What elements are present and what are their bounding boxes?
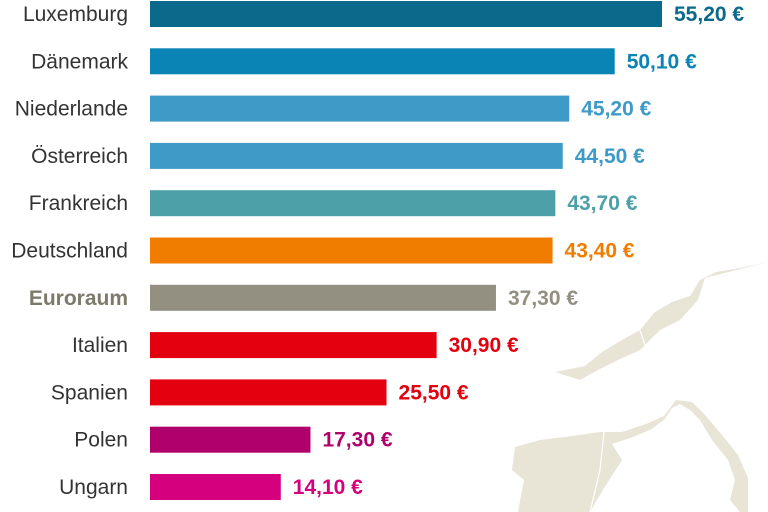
category-label: Luxemburg bbox=[23, 3, 128, 26]
value-label: 14,10 € bbox=[293, 476, 363, 499]
value-label: 25,50 € bbox=[399, 381, 469, 404]
bar-10 bbox=[150, 474, 281, 500]
value-label: 50,10 € bbox=[627, 50, 697, 73]
category-label: Frankreich bbox=[29, 192, 128, 215]
bar-4 bbox=[150, 190, 556, 217]
category-label: Polen bbox=[74, 429, 128, 452]
category-label: Dänemark bbox=[31, 50, 128, 73]
category-label: Italien bbox=[72, 334, 128, 357]
map-landmass bbox=[512, 262, 768, 512]
value-label: 43,70 € bbox=[567, 192, 637, 215]
category-label: Spanien bbox=[51, 381, 128, 404]
value-label: 17,30 € bbox=[322, 429, 392, 452]
category-label: Deutschland bbox=[11, 240, 128, 263]
bar-2 bbox=[150, 95, 570, 122]
bar-6 bbox=[150, 284, 496, 311]
value-label: 30,90 € bbox=[449, 334, 519, 357]
value-label: 55,20 € bbox=[674, 3, 744, 26]
category-label: Ungarn bbox=[59, 476, 128, 499]
category-label: Niederlande bbox=[15, 98, 128, 121]
value-label: 37,30 € bbox=[508, 287, 578, 310]
bar-9 bbox=[150, 426, 311, 453]
bar-1 bbox=[150, 48, 615, 75]
value-label: 45,20 € bbox=[581, 98, 651, 121]
value-label: 44,50 € bbox=[575, 145, 645, 168]
category-label: Österreich bbox=[31, 145, 128, 168]
bar-0 bbox=[150, 1, 662, 27]
bar-5 bbox=[150, 237, 553, 264]
bar-7 bbox=[150, 332, 437, 359]
category-label: Euroraum bbox=[29, 287, 128, 310]
value-label: 43,40 € bbox=[565, 240, 635, 263]
bar-3 bbox=[150, 142, 563, 169]
europe-map bbox=[512, 262, 768, 512]
bar-8 bbox=[150, 379, 387, 406]
